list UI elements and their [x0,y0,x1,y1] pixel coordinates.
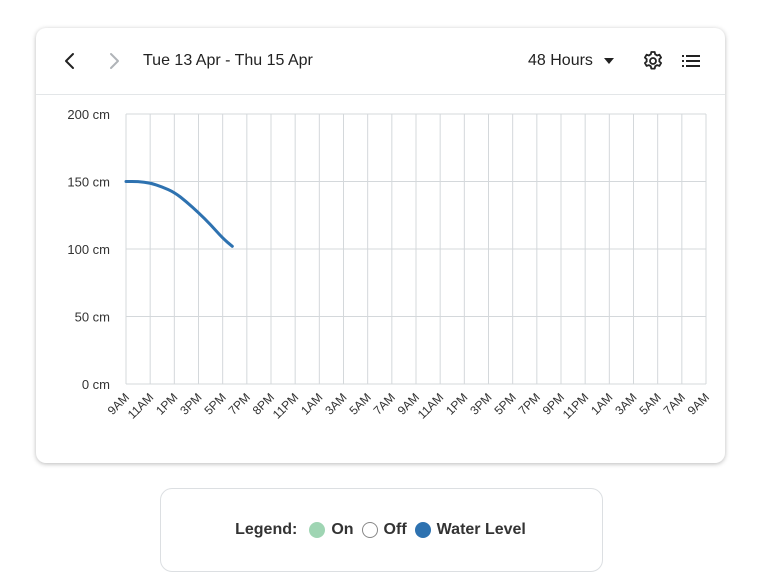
legend-item-on[interactable]: On [309,521,355,539]
on-swatch-icon [309,522,326,538]
legend-item-water-level[interactable]: Water Level [414,521,528,539]
list-icon [682,55,700,67]
gear-icon [644,51,662,70]
caret-down-icon [603,57,615,65]
time-range-dropdown[interactable]: 48 Hours [528,50,615,72]
off-swatch-icon [361,522,378,538]
x-tick-label: 3AM [612,390,639,417]
series-line-water-level [124,180,234,248]
legend-label-water-level: Water Level [436,521,526,538]
x-tick-label: 11PM [270,390,301,421]
date-range-label: Tue 13 Apr - Thu 15 Apr [143,52,313,69]
legend-label-on: On [331,521,354,538]
chart-card: Tue 13 Apr - Thu 15 Apr 48 Hours [36,28,725,463]
x-tick-label: 3AM [322,390,349,417]
time-range-label: 48 Hours [528,52,593,69]
y-tick-label: 200 cm [67,107,110,122]
x-tick-label: 5AM [346,390,373,417]
chevron-left-icon [65,53,74,69]
x-tick-label: 5PM [201,390,228,417]
x-tick-label: 3PM [177,390,204,417]
x-tick-label: 1PM [153,390,180,417]
x-tick-label: 1AM [588,390,615,417]
legend-title: Legend: [235,521,298,538]
x-tick-label: 5PM [491,390,518,417]
next-button[interactable] [102,49,126,73]
chevron-right-icon [110,53,119,69]
x-tick-label: 5AM [636,390,663,417]
x-tick-label: 1AM [298,390,325,417]
legend-item-off[interactable]: Off [361,521,409,539]
x-tick-label: 11PM [560,390,591,421]
x-tick-label: 11AM [415,390,446,421]
y-tick-label: 100 cm [67,242,110,257]
water-level-swatch-icon [414,522,431,538]
y-tick-label: 0 cm [82,377,110,392]
x-tick-label: 7PM [226,390,253,417]
chart-header: Tue 13 Apr - Thu 15 Apr 48 Hours [36,28,725,95]
legend: Legend: On Off Water Level [160,488,603,572]
y-tick-label: 50 cm [75,310,110,325]
list-view-button[interactable] [679,49,703,73]
y-tick-label: 150 cm [67,175,110,190]
x-tick-label: 3PM [467,390,494,417]
x-tick-label: 7AM [371,390,398,417]
x-tick-label: 1PM [443,390,470,417]
legend-label-off: Off [383,521,407,538]
settings-button[interactable] [641,49,665,73]
x-tick-label: 7PM [516,390,543,417]
x-tick-label: 9AM [685,390,712,417]
x-tick-label: 7AM [661,390,688,417]
previous-button[interactable] [58,49,82,73]
x-tick-label: 11AM [125,390,156,421]
